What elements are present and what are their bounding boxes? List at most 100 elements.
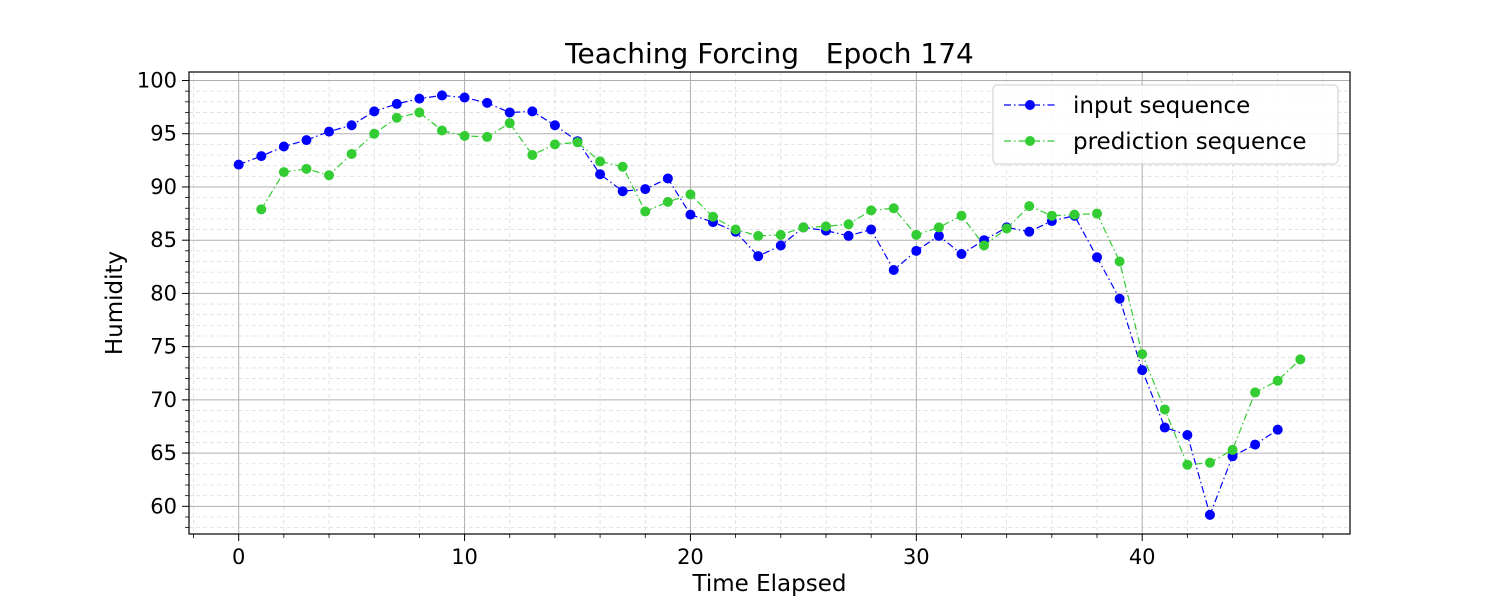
data-point <box>549 120 560 131</box>
data-point <box>843 230 854 241</box>
data-point <box>1204 509 1215 520</box>
data-point <box>278 141 289 152</box>
y-tick-label: 60 <box>150 494 177 518</box>
data-point <box>482 131 493 142</box>
data-point <box>775 240 786 251</box>
data-point <box>640 184 651 195</box>
legend-swatch-marker <box>1025 136 1035 146</box>
data-point <box>369 128 380 139</box>
data-point <box>956 249 967 260</box>
x-tick-label: 10 <box>451 545 478 569</box>
data-point <box>482 97 493 108</box>
data-point <box>1024 226 1035 237</box>
data-point <box>391 98 402 109</box>
data-point <box>1295 354 1306 365</box>
data-point <box>1092 252 1103 263</box>
data-point <box>256 204 267 215</box>
data-point <box>369 106 380 117</box>
data-point <box>324 126 335 137</box>
data-point <box>1114 256 1125 267</box>
data-point <box>1024 201 1035 212</box>
y-tick-label: 95 <box>150 122 177 146</box>
legend: input sequence prediction sequence <box>992 84 1339 165</box>
plot-frame <box>188 71 1351 535</box>
data-point <box>301 163 312 174</box>
data-point <box>730 224 741 235</box>
data-point <box>843 219 854 230</box>
series-line <box>238 94 1279 517</box>
data-point <box>391 112 402 123</box>
data-point <box>1069 209 1080 220</box>
data-point <box>595 156 606 167</box>
legend-entry-input-sequence: input sequence <box>1004 93 1250 119</box>
data-point <box>911 229 922 240</box>
series-prediction-sequence <box>256 107 1306 470</box>
data-point <box>1046 210 1057 221</box>
data-point <box>1137 349 1148 360</box>
data-point <box>346 148 357 159</box>
data-point <box>595 169 606 180</box>
data-point <box>911 245 922 256</box>
data-point <box>1001 223 1012 234</box>
data-point <box>1227 444 1238 455</box>
series-layer <box>233 90 1306 520</box>
data-point <box>527 150 538 161</box>
data-point <box>436 125 447 136</box>
data-point <box>753 251 764 262</box>
x-axis-label: Time Elapsed <box>692 571 847 597</box>
x-tick-label: 30 <box>903 545 930 569</box>
data-point <box>1092 208 1103 219</box>
x-tick-label: 40 <box>1129 545 1156 569</box>
legend-label-prediction-sequence: prediction sequence <box>1073 129 1307 155</box>
data-point <box>1159 404 1170 415</box>
y-tick-label: 65 <box>150 441 177 465</box>
data-point <box>956 210 967 221</box>
x-tick-label: 0 <box>232 545 245 569</box>
data-point <box>233 159 244 170</box>
data-point <box>346 120 357 131</box>
data-point <box>685 209 696 220</box>
data-point <box>1159 422 1170 433</box>
legend-label-input-sequence: input sequence <box>1073 93 1250 119</box>
data-point <box>753 230 764 241</box>
y-tick-label: 75 <box>150 335 177 359</box>
data-point <box>662 196 673 207</box>
data-point <box>436 90 447 101</box>
data-point <box>662 173 673 184</box>
y-tick-label: 100 <box>137 69 177 93</box>
data-point <box>820 221 831 232</box>
data-point <box>685 189 696 200</box>
y-axis-label: Humidity <box>102 251 128 355</box>
data-point <box>979 240 990 251</box>
data-point <box>1204 457 1215 468</box>
data-point <box>278 167 289 178</box>
data-point <box>1250 387 1261 398</box>
data-point <box>933 230 944 241</box>
data-point <box>1137 365 1148 376</box>
data-point <box>549 139 560 150</box>
legend-box <box>992 84 1339 165</box>
y-tick-label: 70 <box>150 388 177 412</box>
data-point <box>1250 439 1261 450</box>
chart-title: Teaching Forcing Epoch 174 <box>564 37 974 70</box>
data-point <box>414 107 425 118</box>
series-line <box>260 111 1301 466</box>
data-point <box>1272 424 1283 435</box>
data-point <box>640 206 651 217</box>
data-point <box>617 186 628 197</box>
y-tick-label: 85 <box>150 228 177 252</box>
x-tick-label: 20 <box>677 545 704 569</box>
data-point <box>866 205 877 216</box>
y-tick-label: 90 <box>150 175 177 199</box>
data-point <box>572 137 583 148</box>
data-point <box>256 151 267 162</box>
y-tick-label: 80 <box>150 281 177 305</box>
data-point <box>1272 375 1283 386</box>
data-point <box>888 265 899 275</box>
data-point <box>888 203 899 214</box>
legend-swatch-marker <box>1025 100 1035 110</box>
data-point <box>1182 430 1193 440</box>
data-point <box>617 161 628 172</box>
data-point <box>775 229 786 240</box>
